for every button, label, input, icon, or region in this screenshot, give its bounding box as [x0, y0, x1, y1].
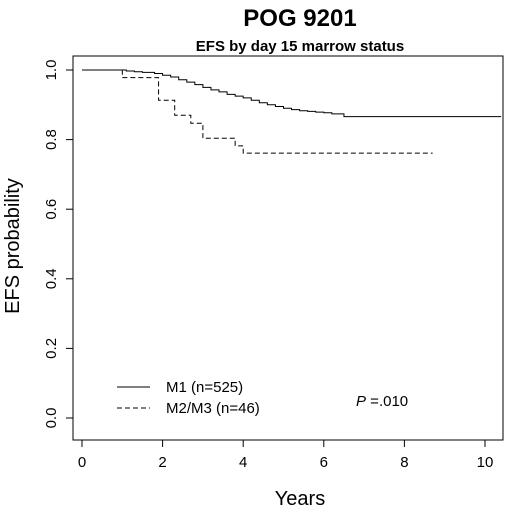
- y-tick-label: 0.0: [43, 408, 60, 429]
- x-tick-label: 0: [78, 454, 86, 471]
- plot-frame: [72, 55, 504, 441]
- x-tick-label: 6: [320, 454, 328, 471]
- series-m2m3-line: [82, 69, 433, 154]
- y-tick-label: 1.0: [43, 60, 60, 81]
- series-m1-line: [82, 69, 502, 118]
- p-value-text: =.010: [366, 393, 408, 410]
- legend-m2m3-label: M2/M3 (n=46): [166, 400, 260, 417]
- y-tick-label: 0.8: [43, 129, 60, 150]
- x-tick-label: 4: [239, 454, 247, 471]
- chart-subtitle: EFS by day 15 marrow status: [196, 38, 404, 55]
- x-tick-label: 10: [477, 454, 494, 471]
- legend-m1-label: M1 (n=525): [166, 379, 243, 396]
- y-tick-label: 0.4: [43, 268, 60, 289]
- x-tick-label: 8: [400, 454, 408, 471]
- x-tick-label: 2: [158, 454, 166, 471]
- y-axis-label: EFS probability: [2, 178, 24, 314]
- y-tick-label: 0.2: [43, 338, 60, 359]
- chart-title: POG 9201: [243, 5, 356, 32]
- x-axis-ticks: 0 2 4 6 8 10: [78, 440, 494, 471]
- y-axis-ticks: 0.0 0.2 0.4 0.6 0.8 1.0: [43, 60, 73, 429]
- x-axis-label: Years: [275, 488, 325, 510]
- legend: M1 (n=525) M2/M3 (n=46): [117, 379, 260, 417]
- y-tick-label: 0.6: [43, 199, 60, 220]
- p-value-annotation: P =.010: [356, 393, 408, 410]
- p-value-symbol: P: [356, 393, 366, 410]
